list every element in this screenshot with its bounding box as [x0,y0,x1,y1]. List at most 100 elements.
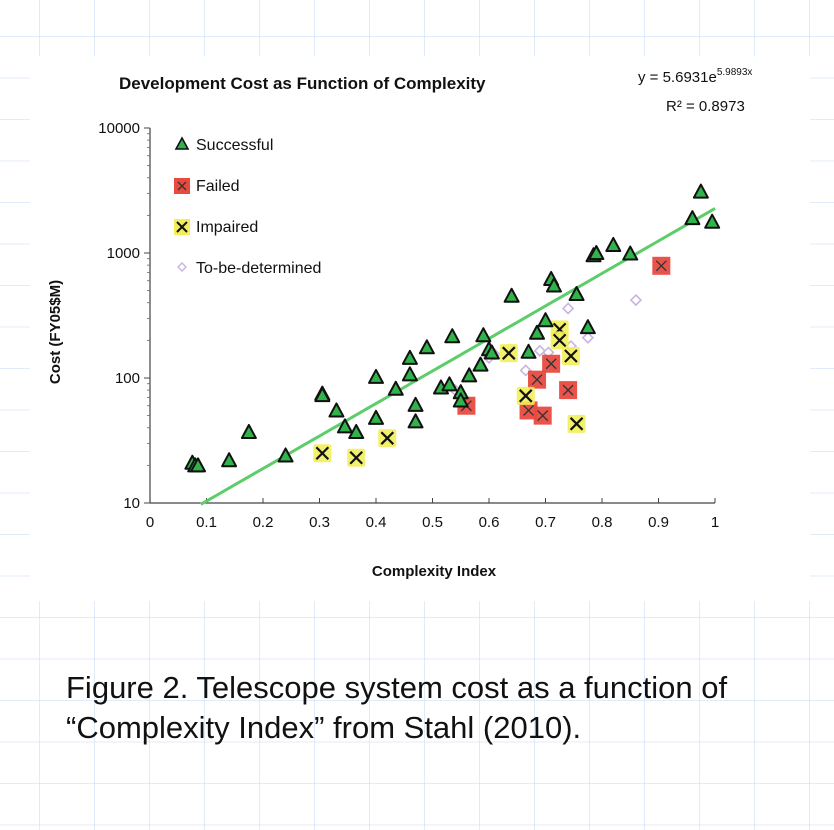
x-icon [176,221,188,233]
triangle-marker [336,418,353,434]
data-point [387,380,404,396]
data-point [519,401,538,420]
data-point [475,327,492,343]
y-tick-label: 10000 [98,120,140,137]
data-point [401,366,418,382]
x-tick-label: 0.5 [422,514,443,531]
data-point [605,236,622,252]
data-point [418,339,435,355]
data-point [348,423,365,439]
data-point [529,324,546,340]
diamond-marker [533,344,546,357]
x-mark [545,358,557,370]
triangle-marker [545,277,562,293]
diamond-marker [581,331,595,344]
data-point [516,386,535,405]
x-mark [537,410,549,422]
data-point [240,423,257,439]
triangle-marker [588,245,605,260]
data-point [537,312,554,328]
x-mark [349,451,364,465]
x-tick-label: 0.6 [479,514,500,531]
data-point [314,387,331,403]
triangle-marker [503,287,520,303]
data-point [704,213,721,229]
data-point [550,331,569,350]
data-point [503,287,520,303]
diamond-marker [561,302,575,315]
data-points [184,183,721,473]
diamond-marker [519,364,532,377]
triangle-marker [407,396,424,412]
x-mark [569,417,584,431]
triangle-marker [520,343,537,359]
x-tick-label: 1 [711,514,719,531]
x-tick-label: 0 [146,514,154,531]
data-point [407,413,424,429]
data-point [368,409,384,425]
data-point [692,183,709,199]
trendline-equation: y = 5.6931e5.9893x R² = 0.8973 [638,67,752,115]
chart-title: Development Cost as Function of Complexi… [119,74,486,93]
triangle-marker [418,339,435,355]
data-point [533,406,552,425]
x-tick-label: 0.1 [196,514,217,531]
data-point [472,356,489,372]
triangle-marker [568,285,585,301]
triangle-marker [240,423,257,439]
legend-label: Impaired [196,219,258,236]
data-point [368,368,384,384]
data-point [568,285,585,301]
data-point [499,344,518,363]
data-point [579,319,596,335]
axes: 10 100 1000 10000 0 0.1 0.2 0.3 0.4 0.5 0.6 0.7 0.8 0… [98,120,719,531]
legend-item: Impaired [174,219,258,236]
data-point [221,452,238,468]
legend-item: Successful [174,136,273,154]
triangle-marker [190,457,207,473]
legend: Successful Failed Impaired To-be-determined [174,136,321,277]
triangle-marker [368,368,384,384]
trendline-r2: R² = 0.8973 [666,98,745,115]
triangle-marker [704,213,721,229]
triangle-marker [537,312,554,328]
x-mark [562,384,574,396]
x-mark [523,404,535,416]
data-point [588,245,605,260]
data-point [581,331,595,344]
data-point [629,293,643,307]
data-point [622,245,639,261]
data-point [190,457,207,473]
data-point [483,344,500,360]
diamond-icon [177,262,187,272]
x-mark [564,349,578,363]
x-mark [501,346,516,360]
data-point [533,344,546,357]
data-point [652,256,671,275]
data-point [452,392,469,408]
triangle-marker [579,319,596,335]
trendline-equation-text: y = 5.6931e5.9893x [638,67,752,86]
x-tick-label: 0.9 [648,514,669,531]
x-mark [655,260,667,272]
data-point [313,444,332,463]
trendline-equation-base: y = 5.6931e [638,69,717,86]
series-successful [184,183,721,473]
triangle-marker [401,366,418,382]
legend-label: Failed [196,178,240,195]
trendline-equation-exponent: 5.9893x [717,67,753,78]
data-point [528,370,547,389]
x-mark [380,431,395,445]
triangle-marker [622,245,639,261]
data-point [407,396,424,412]
triangle-marker [684,210,701,226]
x-tick-label: 0.4 [366,514,387,531]
y-axis-label: Cost (FY05$M) [47,280,64,384]
data-point [545,277,562,293]
x-icon [177,181,187,191]
series-impaired [313,320,586,467]
x-mark [531,374,543,386]
triangle-marker [401,349,418,365]
x-axis-label: Complexity Index [372,563,497,580]
diamond-marker [629,293,643,307]
